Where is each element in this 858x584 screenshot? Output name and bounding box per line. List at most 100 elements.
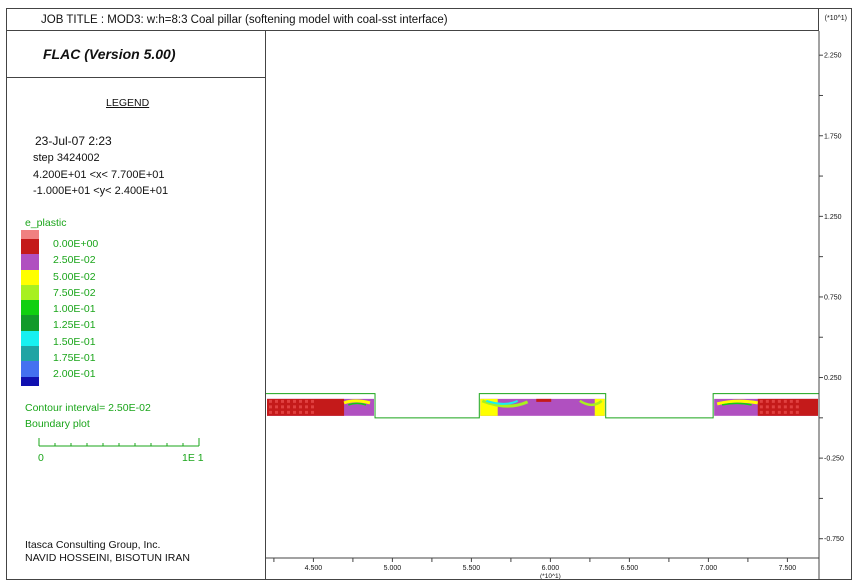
scale-max-label: 1E 1 — [182, 452, 204, 464]
x-tick-label: 7.000 — [700, 565, 718, 572]
zone-marker — [287, 405, 290, 409]
x-tick-label: 6.000 — [542, 565, 560, 572]
legend-level-label: 1.00E-01 — [53, 303, 96, 316]
zone-marker — [311, 405, 314, 409]
company-name: Itasca Consulting Group, Inc. — [25, 539, 161, 551]
x-range: 4.200E+01 <x< 7.700E+01 — [33, 169, 165, 181]
run-date: 23-Jul-07 2:23 — [35, 134, 112, 148]
zone-marker — [299, 399, 302, 403]
plastic-contour — [721, 402, 752, 406]
legend-swatch — [21, 376, 39, 386]
zone-marker — [759, 410, 763, 414]
y-tick-label: 1.250 — [824, 214, 842, 221]
legend-level-label: 1.50E-01 — [53, 335, 96, 348]
boundary-outline — [266, 393, 819, 419]
zone-marker — [305, 405, 308, 409]
plastic-zone-edge — [594, 398, 605, 416]
variable-label: e_plastic — [25, 217, 67, 229]
contour-interval: Contour interval= 2.50E-02 — [25, 402, 151, 414]
legend-swatch — [21, 300, 39, 316]
legend-level-label: 5.00E-02 — [53, 270, 96, 283]
y-scale-label: (*10^1) — [824, 15, 847, 22]
y-tick-label: 2.250 — [824, 53, 842, 60]
contour-levels: 0.00E+00 2.50E-02 5.00E-02 7.50E-02 1.00E-01… — [53, 236, 98, 383]
zone-marker — [777, 399, 781, 403]
zone-marker — [293, 410, 296, 414]
plastic-contour — [481, 399, 529, 408]
plastic-contour — [485, 399, 519, 405]
zone-marker — [783, 405, 787, 409]
zone-marker — [783, 410, 787, 414]
zone-marker — [771, 405, 775, 409]
plastic-zone-core — [536, 398, 552, 402]
x-tick-label: 4.500 — [305, 565, 323, 572]
legend-level-label: 2.50E-02 — [53, 254, 96, 267]
zone-marker — [305, 410, 308, 414]
plastic-contour — [348, 402, 367, 406]
legend-swatch — [21, 315, 39, 331]
legend-swatch — [21, 330, 39, 347]
legend-panel: FLAC (Version 5.00) LEGEND 23-Jul-07 2:2… — [7, 31, 266, 579]
zone-marker — [287, 399, 290, 403]
zone-marker — [789, 410, 793, 414]
right-pillar — [714, 398, 818, 416]
zone-marker — [789, 405, 793, 409]
zone-marker — [777, 410, 781, 414]
zone-marker — [765, 405, 769, 409]
y-tick-label: 1.750 — [824, 133, 842, 140]
program-title: FLAC (Version 5.00) — [7, 31, 265, 78]
legend-level-label: 2.00E-01 — [53, 368, 96, 381]
zone-marker — [275, 399, 278, 403]
x-tick-label: 6.500 — [621, 565, 639, 572]
zone-marker — [281, 405, 284, 409]
x-tick-label: 5.000 — [384, 565, 402, 572]
zone-marker — [795, 399, 799, 403]
zone-marker — [765, 410, 769, 414]
y-tick-label: -0.250 — [824, 456, 844, 463]
x-tick-label: 7.500 — [779, 565, 797, 572]
color-swatches — [21, 230, 39, 386]
zone-marker — [293, 399, 296, 403]
scale-min-label: 0 — [38, 452, 44, 464]
zone-marker — [311, 410, 314, 414]
zone-marker — [789, 399, 793, 403]
legend-title: LEGEND — [106, 97, 150, 109]
plastic-contour — [579, 399, 603, 407]
legend-level-label: 1.75E-01 — [53, 352, 96, 365]
zone-marker — [287, 410, 290, 414]
legend-swatch — [21, 361, 39, 377]
zone-marker — [281, 399, 284, 403]
x-tick-label: 5.500 — [463, 565, 481, 572]
zone-marker — [269, 410, 272, 414]
job-title: JOB TITLE : MOD3: w:h=8:3 Coal pillar (s… — [7, 9, 819, 31]
center-pillar — [480, 398, 605, 416]
zone-marker — [269, 399, 272, 403]
plastic-contour — [343, 399, 371, 405]
plot-area: 2.250 1.750 1.250 0.750 0.250 -0.250 -0.750 4.… — [266, 31, 844, 579]
legend-swatch — [21, 239, 39, 255]
zone-marker — [765, 399, 769, 403]
legend-level-label: 1.25E-01 — [53, 319, 96, 332]
zone-marker — [275, 410, 278, 414]
boundary-plot-label: Boundary plot — [25, 418, 90, 430]
plastic-contour — [716, 399, 759, 406]
y-tick-label: 0.750 — [824, 294, 842, 301]
zone-marker — [281, 410, 284, 414]
legend-swatch — [21, 269, 39, 285]
step-count: step 3424002 — [33, 152, 100, 164]
zone-marker — [311, 399, 314, 403]
zone-marker — [299, 410, 302, 414]
legend-swatch — [21, 254, 39, 270]
zone-marker — [275, 405, 278, 409]
zone-marker — [795, 410, 799, 414]
zone-marker — [293, 405, 296, 409]
legend-swatch — [21, 346, 39, 362]
zone-marker — [777, 405, 781, 409]
legend-level-label: 7.50E-02 — [53, 286, 96, 299]
zone-marker — [783, 399, 787, 403]
plot-frame: JOB TITLE : MOD3: w:h=8:3 Coal pillar (s… — [6, 8, 852, 580]
zone-marker — [771, 399, 775, 403]
zone-marker — [771, 410, 775, 414]
x-axis-scale-label: (*10^1) — [540, 573, 561, 579]
left-pillar — [267, 398, 375, 416]
